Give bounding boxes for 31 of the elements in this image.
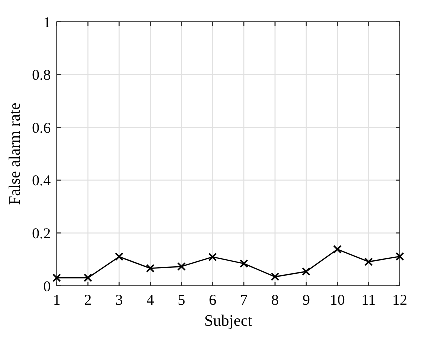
point <box>364 258 374 266</box>
x-tick-label: 10 <box>330 293 346 309</box>
x-tick-label: 4 <box>146 293 155 309</box>
point <box>52 274 62 282</box>
y-tick-label: 0.4 <box>32 174 52 190</box>
x-tick-label: 11 <box>362 293 376 309</box>
y-tick-label: 1 <box>44 15 51 32</box>
x-tick-label: 12 <box>392 293 408 309</box>
x-axis-title: Subject <box>204 313 254 330</box>
x-tick-label: 3 <box>116 293 124 309</box>
point <box>396 252 404 261</box>
point <box>84 274 92 282</box>
point <box>177 262 186 271</box>
x-tick-label: 5 <box>178 293 186 309</box>
x-tick-label: 2 <box>84 293 92 309</box>
x-tick-label: 7 <box>240 293 248 309</box>
y-axis-title: False alarm rate <box>7 102 24 206</box>
y-tick-label: 0.6 <box>32 120 52 137</box>
point <box>271 272 280 282</box>
y-tick-label: 0.2 <box>32 226 51 242</box>
point <box>208 252 218 262</box>
y-tick-label: 0.8 <box>32 68 51 84</box>
x-tick-label: 8 <box>272 293 280 309</box>
point <box>115 252 124 262</box>
x-tick-label: 6 <box>209 293 218 309</box>
point <box>146 264 155 273</box>
point <box>333 245 342 254</box>
y-tick-label: 0 <box>44 279 51 296</box>
point <box>302 267 311 276</box>
point <box>240 260 248 268</box>
x-tick-label: 9 <box>302 293 310 309</box>
